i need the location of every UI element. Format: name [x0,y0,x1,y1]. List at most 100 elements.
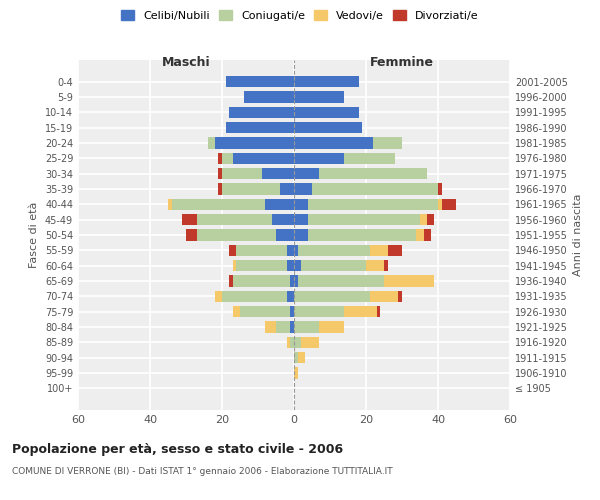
Bar [290,276,294,287]
Bar [222,168,262,179]
Bar [233,276,290,287]
Y-axis label: Fasce di età: Fasce di età [29,202,39,268]
Bar [218,168,222,179]
Bar [218,183,222,194]
Bar [290,322,294,333]
Bar [377,306,380,318]
Bar [294,306,344,318]
Bar [290,306,294,318]
Bar [265,322,276,333]
Bar [294,152,344,164]
Bar [182,214,197,226]
Bar [294,260,301,272]
Bar [384,260,388,272]
Bar [197,229,276,241]
Text: Femmine: Femmine [370,56,434,70]
Bar [388,244,402,256]
Bar [294,122,362,134]
Bar [294,276,298,287]
Bar [301,260,366,272]
Bar [215,137,294,148]
Text: Maschi: Maschi [161,56,211,70]
Bar [294,352,298,364]
Bar [416,229,424,241]
Bar [287,336,290,348]
Legend: Celibi/Nubili, Coniugati/e, Vedovi/e, Divorziati/e: Celibi/Nubili, Coniugati/e, Vedovi/e, Di… [117,6,483,25]
Bar [287,260,294,272]
Bar [276,322,290,333]
Bar [420,214,427,226]
Text: COMUNE DI VERRONE (BI) - Dati ISTAT 1° gennaio 2006 - Elaborazione TUTTITALIA.IT: COMUNE DI VERRONE (BI) - Dati ISTAT 1° g… [12,468,392,476]
Bar [294,336,301,348]
Bar [319,322,344,333]
Bar [294,76,359,88]
Bar [294,91,344,102]
Bar [272,214,294,226]
Bar [197,214,272,226]
Bar [294,137,373,148]
Bar [370,244,388,256]
Bar [294,290,370,302]
Bar [308,229,416,241]
Bar [424,229,431,241]
Bar [301,336,319,348]
Bar [229,244,236,256]
Bar [229,106,294,118]
Bar [229,276,233,287]
Bar [366,260,384,272]
Bar [222,290,287,302]
Bar [373,137,402,148]
Bar [244,91,294,102]
Bar [208,137,215,148]
Bar [236,244,287,256]
Bar [298,352,305,364]
Bar [226,76,294,88]
Bar [427,214,434,226]
Bar [294,214,308,226]
Bar [308,198,438,210]
Bar [438,183,442,194]
Bar [294,198,308,210]
Bar [290,336,294,348]
Bar [276,229,294,241]
Bar [265,198,294,210]
Bar [294,244,298,256]
Bar [233,260,236,272]
Bar [186,229,197,241]
Bar [398,290,402,302]
Y-axis label: Anni di nascita: Anni di nascita [573,194,583,276]
Bar [294,106,359,118]
Bar [287,244,294,256]
Bar [438,198,442,210]
Bar [168,198,172,210]
Bar [233,152,294,164]
Bar [370,290,398,302]
Bar [233,306,240,318]
Bar [172,198,265,210]
Bar [215,290,222,302]
Bar [240,306,290,318]
Bar [294,322,319,333]
Bar [298,244,370,256]
Bar [236,260,287,272]
Bar [287,290,294,302]
Bar [294,183,312,194]
Bar [262,168,294,179]
Bar [222,152,233,164]
Bar [344,306,377,318]
Bar [308,214,420,226]
Bar [294,368,298,379]
Text: Popolazione per età, sesso e stato civile - 2006: Popolazione per età, sesso e stato civil… [12,442,343,456]
Bar [442,198,456,210]
Bar [344,152,395,164]
Bar [280,183,294,194]
Bar [384,276,434,287]
Bar [294,229,308,241]
Bar [312,183,438,194]
Bar [319,168,427,179]
Bar [226,122,294,134]
Bar [298,276,384,287]
Bar [218,152,222,164]
Bar [222,183,280,194]
Bar [294,168,319,179]
